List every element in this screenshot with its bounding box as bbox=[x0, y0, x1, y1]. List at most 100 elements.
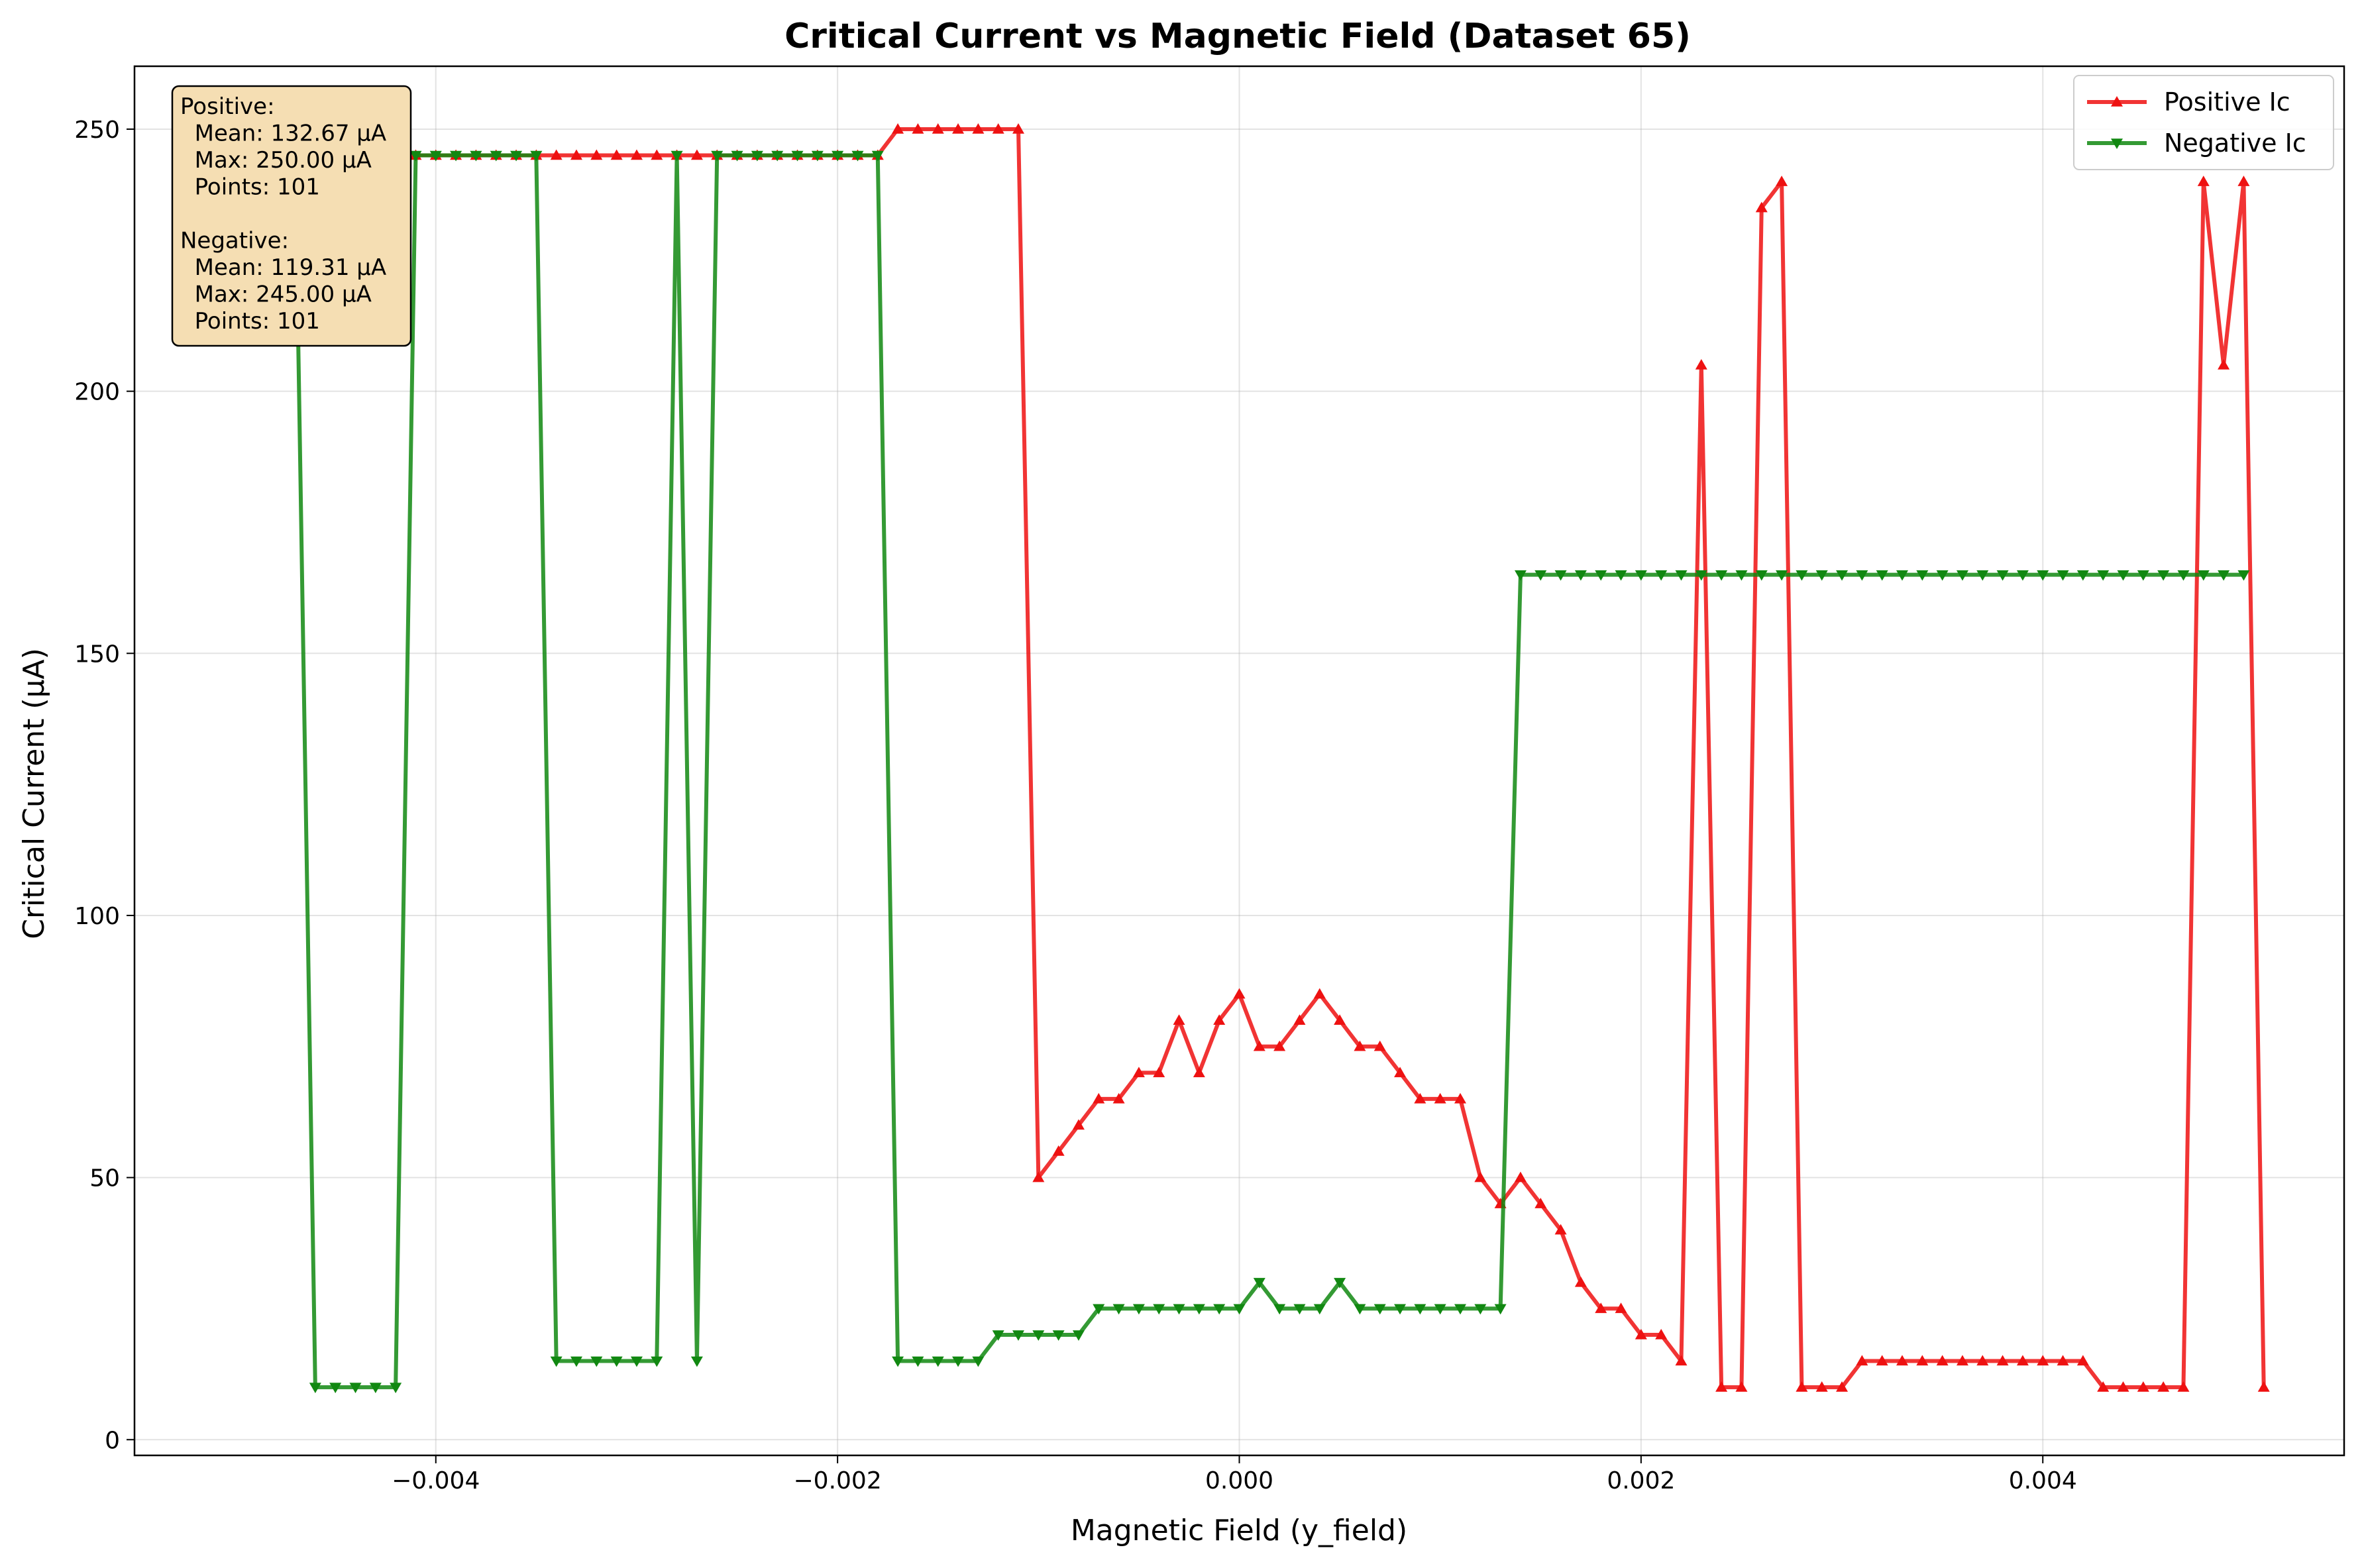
data-point bbox=[2157, 1381, 2170, 1392]
data-point bbox=[1976, 570, 1989, 581]
data-point bbox=[791, 150, 804, 162]
data-point bbox=[390, 1383, 402, 1394]
data-point bbox=[2117, 1381, 2129, 1392]
data-point bbox=[570, 149, 582, 160]
data-point bbox=[550, 149, 563, 160]
data-point bbox=[2097, 570, 2110, 581]
data-point bbox=[1012, 123, 1024, 134]
data-point bbox=[912, 1356, 924, 1367]
data-point bbox=[1132, 1304, 1145, 1315]
stats-line: Positive: bbox=[180, 93, 275, 120]
data-point bbox=[1856, 1355, 1868, 1366]
data-point bbox=[690, 149, 703, 160]
data-point bbox=[510, 150, 523, 162]
data-point bbox=[570, 1356, 582, 1367]
x-tick-label: 0.000 bbox=[1205, 1467, 1273, 1494]
data-point bbox=[1796, 1381, 1808, 1392]
stats-line: Mean: 119.31 μA bbox=[180, 254, 386, 281]
data-point bbox=[2057, 570, 2069, 581]
data-point bbox=[610, 1356, 623, 1367]
legend-box bbox=[2073, 75, 2334, 170]
data-point bbox=[470, 150, 482, 162]
data-point bbox=[590, 1356, 603, 1367]
data-point bbox=[690, 1356, 703, 1367]
data-point bbox=[2177, 1381, 2190, 1392]
data-point bbox=[1956, 570, 1968, 581]
data-point bbox=[1715, 1381, 1728, 1392]
data-point bbox=[1916, 570, 1929, 581]
data-point bbox=[1072, 1330, 1085, 1341]
data-point bbox=[1193, 1304, 1205, 1315]
data-point bbox=[1354, 1304, 1366, 1315]
data-point bbox=[2157, 570, 2170, 581]
data-point bbox=[1574, 570, 1587, 581]
data-point bbox=[1675, 1355, 1688, 1366]
data-point bbox=[1313, 988, 1326, 999]
data-point bbox=[1032, 1330, 1045, 1341]
y-tick-label: 150 bbox=[74, 641, 120, 668]
data-point bbox=[892, 1356, 904, 1367]
data-point bbox=[1132, 1067, 1145, 1078]
data-point bbox=[530, 150, 543, 162]
data-point bbox=[2257, 1381, 2270, 1392]
data-point bbox=[2177, 570, 2190, 581]
data-point bbox=[490, 150, 502, 162]
data-point bbox=[972, 123, 985, 134]
data-point bbox=[1434, 1304, 1446, 1315]
y-axis-ticks: 0 50 100 150 200 250 bbox=[74, 117, 134, 1454]
data-point bbox=[2218, 359, 2230, 370]
data-point bbox=[811, 150, 824, 162]
data-point bbox=[2117, 570, 2129, 581]
data-point bbox=[1554, 570, 1567, 581]
data-point bbox=[952, 123, 965, 134]
legend-label: Negative Ic bbox=[2164, 129, 2306, 158]
data-point bbox=[1595, 1302, 1607, 1314]
data-point bbox=[1052, 1145, 1065, 1156]
data-point bbox=[711, 150, 724, 162]
data-point bbox=[2016, 1355, 2029, 1366]
stats-line: Negative: bbox=[180, 228, 289, 254]
data-point bbox=[1474, 1304, 1487, 1315]
data-point bbox=[1635, 570, 1647, 581]
data-point bbox=[1534, 1198, 1547, 1208]
legend: Positive Ic Negative Ic bbox=[2073, 75, 2334, 170]
x-tick-label: 0.004 bbox=[2009, 1467, 2077, 1494]
y-tick-label: 200 bbox=[74, 379, 120, 406]
data-point bbox=[1755, 570, 1768, 581]
data-point bbox=[450, 150, 462, 162]
data-point bbox=[1494, 1304, 1507, 1315]
data-point bbox=[2237, 570, 2250, 581]
data-point bbox=[1193, 1067, 1205, 1078]
data-point bbox=[1474, 1171, 1487, 1182]
data-point bbox=[1273, 1040, 1286, 1051]
data-point bbox=[2076, 1355, 2089, 1366]
stats-line: Points: 101 bbox=[180, 174, 320, 201]
y-tick-label: 250 bbox=[74, 117, 120, 144]
data-point bbox=[1514, 570, 1527, 581]
data-point bbox=[1293, 1014, 1306, 1025]
data-point bbox=[1373, 1304, 1386, 1315]
data-point bbox=[1173, 1014, 1185, 1025]
data-point bbox=[912, 123, 924, 134]
data-point bbox=[1574, 1276, 1587, 1287]
data-point bbox=[1173, 1304, 1185, 1315]
data-point bbox=[1836, 1381, 1849, 1392]
data-point bbox=[1876, 570, 1888, 581]
data-point bbox=[1675, 570, 1688, 581]
data-point bbox=[1313, 1304, 1326, 1315]
data-point bbox=[329, 1383, 342, 1394]
data-point bbox=[2037, 570, 2049, 581]
y-tick-label: 50 bbox=[89, 1165, 120, 1192]
x-tick-label: 0.002 bbox=[1607, 1467, 1675, 1494]
x-tick-label: −0.002 bbox=[794, 1467, 882, 1494]
data-point bbox=[1876, 1355, 1888, 1366]
data-point bbox=[2076, 570, 2089, 581]
data-point bbox=[2097, 1381, 2110, 1392]
data-point bbox=[1695, 570, 1707, 581]
data-point bbox=[1434, 1092, 1446, 1104]
data-point bbox=[1093, 1092, 1105, 1104]
data-point bbox=[1213, 1014, 1226, 1025]
data-point bbox=[1615, 1302, 1627, 1314]
data-point bbox=[1414, 1092, 1426, 1104]
